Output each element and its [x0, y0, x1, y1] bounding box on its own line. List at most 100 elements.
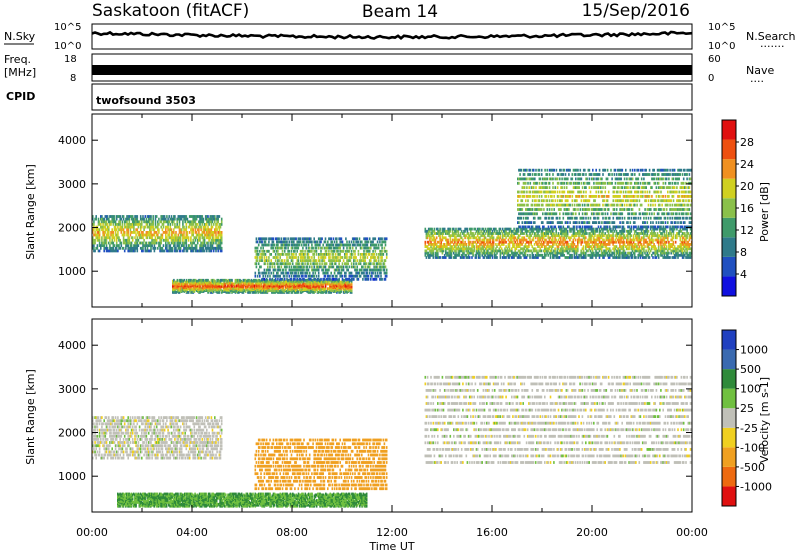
data-cell [295, 246, 297, 250]
data-cell [286, 243, 288, 247]
data-cell [291, 280, 294, 284]
data-cell [218, 279, 221, 283]
data-cell [316, 243, 319, 247]
data-cell [126, 215, 128, 218]
data-cell [298, 262, 301, 266]
data-cell [348, 288, 351, 291]
data-cell [569, 227, 571, 231]
data-cell [589, 240, 592, 244]
data-cell [458, 238, 461, 242]
data-cell [489, 232, 491, 235]
data-cell [471, 249, 473, 253]
data-cell [277, 262, 279, 266]
data-cell [345, 284, 347, 288]
data-cell [111, 231, 113, 234]
data-cell [327, 274, 329, 278]
data-cell [175, 246, 177, 250]
data-cell [430, 232, 432, 235]
data-cell [540, 229, 543, 233]
data-cell [443, 229, 446, 233]
data-cell [303, 265, 305, 269]
data-cell [565, 245, 568, 248]
data-cell [354, 259, 356, 262]
data-cell [111, 236, 113, 240]
data-cell [541, 256, 544, 259]
data-cell [178, 241, 181, 245]
data-cell [220, 236, 223, 240]
data-cell [313, 265, 315, 269]
data-cell [126, 238, 128, 242]
data-cell [147, 241, 150, 245]
data-cell [570, 256, 572, 259]
data-cell [499, 236, 502, 240]
data-cell [178, 225, 181, 229]
data-cell [511, 247, 513, 251]
data-cell [445, 229, 447, 233]
data-cell [303, 279, 305, 283]
data-cell [93, 238, 95, 242]
data-cell [285, 243, 287, 247]
data-cell [379, 240, 381, 244]
data-cell [382, 262, 385, 266]
data-cell [100, 215, 102, 218]
data-cell [503, 243, 505, 246]
data-cell [337, 259, 339, 262]
data-cell [186, 291, 189, 294]
data-cell [375, 274, 378, 278]
data-cell [203, 289, 206, 292]
data-cell [443, 243, 446, 246]
data-cell [429, 229, 431, 233]
data-cell [555, 238, 557, 242]
data-cell [198, 231, 200, 234]
data-cell [261, 237, 263, 241]
data-cell [201, 236, 204, 240]
data-cell [500, 251, 503, 255]
data-cell [572, 232, 575, 235]
data-cell [161, 249, 164, 253]
data-cell [118, 236, 120, 240]
data-cell [495, 247, 497, 251]
data-cell [471, 232, 473, 235]
data-cell [376, 246, 379, 250]
data-cell [525, 234, 528, 238]
data-cell [341, 240, 344, 244]
data-cell [201, 217, 204, 221]
data-cell [230, 283, 232, 287]
data-cell [300, 249, 303, 253]
data-cell [536, 227, 538, 231]
data-cell [511, 256, 513, 259]
data-cell [311, 290, 313, 293]
data-cell [103, 220, 105, 224]
data-cell [446, 229, 448, 233]
data-cell [515, 227, 518, 231]
data-cell [211, 285, 214, 289]
data-cell [472, 253, 474, 257]
data-cell [325, 280, 328, 284]
data-cell [536, 243, 538, 246]
data-cell [170, 249, 173, 253]
data-cell [163, 215, 166, 218]
data-cell [603, 238, 605, 242]
data-cell [301, 290, 304, 293]
data-cell [472, 249, 474, 253]
data-cell [184, 241, 186, 245]
data-cell [106, 231, 109, 234]
data-cell [442, 236, 445, 240]
data-cell [117, 233, 119, 237]
data-cell [566, 247, 569, 251]
data-cell [196, 241, 199, 245]
data-cell [489, 253, 491, 257]
data-cell [290, 237, 293, 241]
data-cell [308, 274, 311, 278]
data-cell [202, 220, 205, 224]
data-cell [567, 245, 570, 248]
data-cell [370, 274, 372, 278]
data-cell [133, 217, 135, 221]
data-cell [179, 217, 182, 221]
data-cell [229, 289, 231, 292]
data-cell [215, 233, 217, 237]
data-cell [432, 251, 435, 255]
data-cell [351, 243, 354, 247]
data-cell [351, 274, 354, 278]
noise-right-dots: ······· [760, 40, 784, 53]
